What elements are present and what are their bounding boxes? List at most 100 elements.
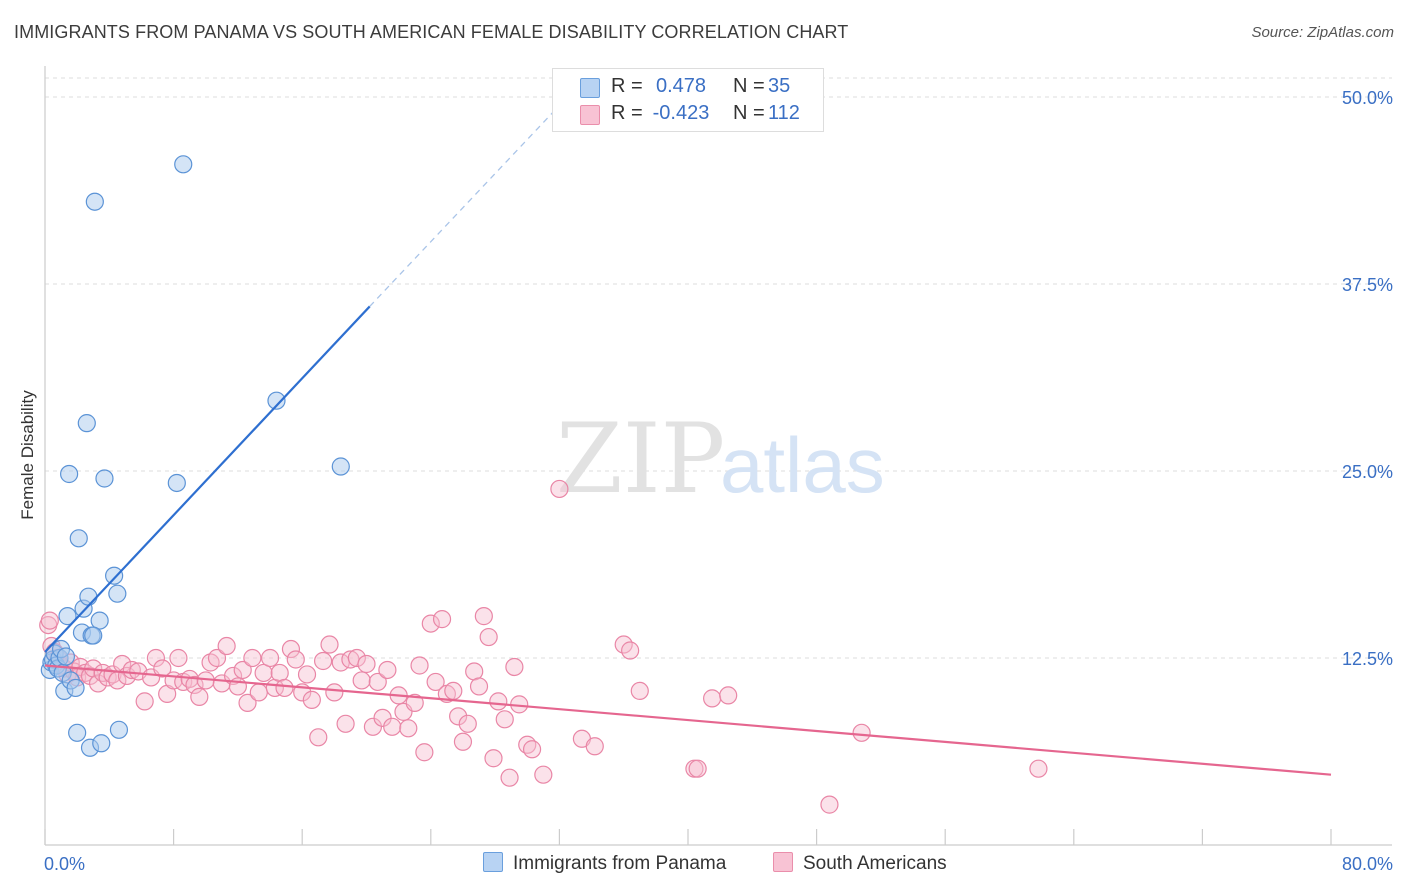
- south-americans-point: [352, 671, 371, 690]
- panama-point: [95, 469, 114, 488]
- source-credit: Source: ZipAtlas.com: [1251, 24, 1394, 41]
- south-americans-point: [185, 675, 204, 695]
- south-americans-point: [190, 687, 209, 706]
- legend-r-value-panama: 0.478: [655, 75, 707, 97]
- south-americans-point: [281, 639, 301, 659]
- south-americans-point: [500, 768, 519, 787]
- south-americans-point: [484, 749, 503, 768]
- south-americans-point: [505, 657, 524, 677]
- south-americans-point: [88, 674, 108, 693]
- panama-point: [58, 607, 77, 626]
- south-americans-point: [703, 689, 722, 708]
- gridlines: [45, 77, 1392, 659]
- south-americans-point: [458, 714, 477, 733]
- panama-point: [109, 720, 129, 739]
- south-americans-point: [325, 683, 344, 702]
- legend-r-label: R =: [611, 102, 643, 124]
- legend-r-label: R =: [611, 75, 643, 97]
- trend-lines: [44, 96, 1332, 776]
- series-legend-panama: Immigrants from Panama: [483, 852, 726, 878]
- y-tick-label: 12.5%: [1342, 649, 1393, 669]
- panama-point: [66, 678, 85, 698]
- south-americans-point: [233, 660, 252, 680]
- panama-point: [331, 457, 350, 476]
- series-legend-label-south-americans: South Americans: [803, 853, 947, 874]
- legend-n-label: N =: [733, 102, 765, 124]
- panama-trend-line: [44, 305, 371, 653]
- panama-point: [92, 734, 111, 753]
- series-legend-swatch-panama: [483, 852, 503, 872]
- south-americans-point: [313, 651, 333, 671]
- watermark-zip: ZIP: [556, 403, 725, 515]
- south-americans-point: [522, 740, 542, 759]
- correlation-legend: R = 0.478 N = 35 R = -0.423 N = 112: [552, 68, 824, 132]
- panama-point: [174, 155, 193, 174]
- south-americans-point: [534, 765, 553, 784]
- x-tick-label-max: 80.0%: [1342, 854, 1393, 874]
- x-tick-label-min: 0.0%: [44, 854, 85, 874]
- legend-swatch-panama: [580, 78, 600, 98]
- series-legend-south-americans: South Americans: [773, 852, 947, 878]
- south-americans-point: [550, 479, 569, 499]
- south-americans-point: [260, 648, 280, 668]
- panama-point: [167, 473, 186, 493]
- panama-point: [69, 529, 88, 548]
- south-americans-point: [820, 795, 839, 814]
- south-americans-point: [630, 681, 649, 701]
- legend-n-value-panama: 35: [768, 75, 791, 97]
- south-americans-point: [432, 610, 452, 629]
- south-americans-point: [421, 614, 440, 633]
- south-americans-point: [40, 611, 59, 630]
- south-americans-point: [1029, 759, 1048, 778]
- south-americans-point: [852, 723, 871, 742]
- south-americans-trend-line: [44, 664, 1332, 776]
- axes: [44, 66, 1392, 846]
- panama-point: [108, 584, 127, 603]
- south-americans-point: [449, 707, 468, 726]
- south-americans-point: [169, 648, 188, 668]
- south-americans-point: [688, 759, 707, 778]
- south-americans-point: [320, 635, 339, 654]
- south-americans-point: [297, 665, 317, 684]
- panama-point: [105, 566, 124, 585]
- south-americans-point: [368, 672, 387, 692]
- panama-point: [77, 414, 96, 433]
- south-americans-point: [217, 636, 236, 656]
- y-tick-label: 25.0%: [1342, 462, 1393, 482]
- south-americans-point: [243, 648, 262, 668]
- south-americans-point: [146, 648, 166, 668]
- watermark-atlas: atlas: [720, 421, 885, 509]
- south-americans-point: [383, 717, 402, 736]
- south-americans-point: [469, 677, 489, 696]
- legend-r-value-south-americans: -0.423: [652, 102, 710, 124]
- south-americans-point: [415, 743, 434, 762]
- panama-point: [90, 611, 109, 630]
- south-americans-point: [426, 672, 445, 692]
- south-americans-point: [410, 656, 429, 675]
- tick-labels: 12.5% 25.0% 37.5% 50.0% 0.0% 80.0%: [44, 88, 1393, 874]
- series-legend-label-panama: Immigrants from Panama: [513, 853, 727, 874]
- panama-point: [60, 464, 79, 484]
- panama-point: [267, 391, 286, 410]
- south-americans-point: [453, 732, 473, 751]
- south-americans-point: [378, 660, 397, 680]
- south-americans-point: [302, 690, 321, 709]
- panama-point: [68, 723, 87, 742]
- south-americans-point: [444, 681, 463, 701]
- south-americans-point: [347, 648, 366, 668]
- south-americans-point: [336, 714, 355, 733]
- south-americans-point: [585, 737, 604, 756]
- y-tick-label: 50.0%: [1342, 88, 1393, 108]
- panama-trend-extension: [369, 96, 568, 307]
- south-americans-point: [495, 710, 514, 729]
- south-americans-point: [238, 693, 257, 712]
- legend-n-label: N =: [733, 75, 765, 97]
- panama-point: [84, 626, 103, 645]
- south-americans-point: [489, 692, 508, 711]
- south-americans-point: [357, 654, 376, 674]
- south-americans-point: [474, 607, 493, 626]
- legend-n-value-south-americans: 112: [768, 102, 800, 124]
- south-americans-point: [153, 659, 172, 678]
- panama-point: [85, 192, 104, 211]
